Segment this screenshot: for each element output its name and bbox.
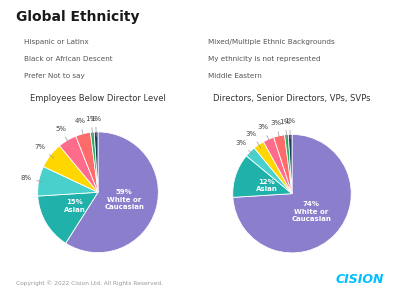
Text: 12%
Asian: 12% Asian [256,179,278,192]
Wedge shape [38,192,98,243]
Text: Copyright © 2022 Cision Ltd. All Rights Reserved.: Copyright © 2022 Cision Ltd. All Rights … [16,280,163,286]
Wedge shape [264,137,292,194]
Text: 3%: 3% [258,124,270,143]
Text: 3%: 3% [271,120,282,140]
Text: 1%: 1% [86,116,97,137]
Text: 1%: 1% [284,118,295,139]
Wedge shape [94,132,98,192]
Text: CISION: CISION [336,273,384,286]
Wedge shape [38,166,98,196]
Text: Prefer Not to say: Prefer Not to say [24,73,85,79]
Text: 3%: 3% [235,139,253,155]
Wedge shape [288,134,292,194]
Wedge shape [233,134,351,253]
Wedge shape [90,132,98,192]
Text: 1%: 1% [90,116,101,136]
Wedge shape [43,146,98,192]
Text: Global Ethnicity: Global Ethnicity [16,10,140,24]
Wedge shape [246,148,292,194]
Title: Employees Below Director Level: Employees Below Director Level [30,94,166,103]
Text: 15%
Asian: 15% Asian [64,199,86,213]
Text: My ethnicity is not represented: My ethnicity is not represented [208,56,321,62]
Wedge shape [60,136,98,192]
Text: Middle Eastern: Middle Eastern [208,73,262,79]
Wedge shape [274,135,292,194]
Text: 8%: 8% [20,175,43,182]
Text: 1%: 1% [280,119,291,139]
Wedge shape [254,142,292,194]
Title: Directors, Senior Directors, VPs, SVPs: Directors, Senior Directors, VPs, SVPs [213,94,371,103]
Text: Hispanic or Latinx: Hispanic or Latinx [24,39,89,45]
Text: 3%: 3% [246,131,261,148]
Text: 74%
White or
Caucasian: 74% White or Caucasian [292,201,331,222]
Wedge shape [233,156,292,197]
Text: 7%: 7% [34,144,54,158]
Wedge shape [284,134,292,194]
Wedge shape [66,132,158,253]
Text: 4%: 4% [74,118,85,138]
Text: 5%: 5% [55,126,70,144]
Text: Black or African Descent: Black or African Descent [24,56,113,62]
Text: Mixed/Multiple Ethnic Backgrounds: Mixed/Multiple Ethnic Backgrounds [208,39,335,45]
Text: 59%
White or
Caucasian: 59% White or Caucasian [104,189,144,210]
Wedge shape [76,132,98,192]
